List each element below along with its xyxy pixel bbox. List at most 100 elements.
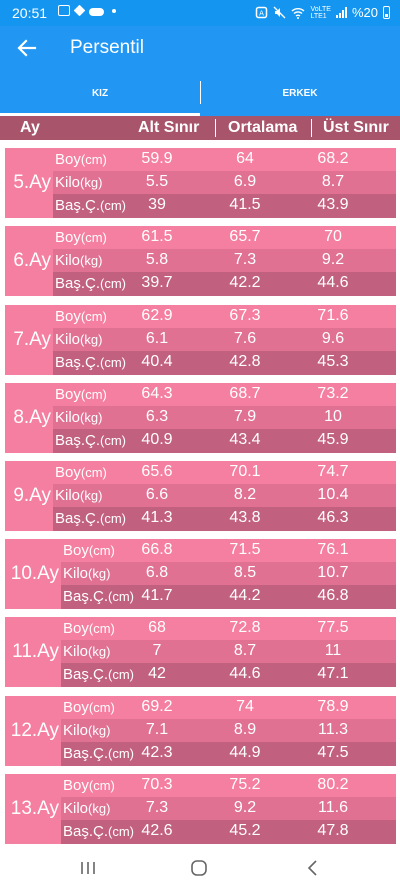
row-label-name: Baş.Ç.: [55, 432, 101, 449]
weight-row: Kilo(kg) 6.8 8.5 10.7: [61, 562, 396, 585]
row-label: Kilo(kg): [63, 722, 110, 739]
row-label-name: Boy: [63, 542, 89, 559]
upper-limit-value: 76.1: [317, 541, 349, 558]
row-label-name: Boy: [55, 386, 81, 403]
notification-icons: [58, 4, 116, 17]
average-value: 7.6: [233, 330, 257, 347]
lower-limit-value: 42.6: [141, 822, 173, 839]
row-label-name: Boy: [63, 777, 89, 794]
row-label-unit: (cm): [88, 543, 115, 558]
upper-limit-value: 71.6: [317, 307, 349, 324]
average-value: 6.9: [233, 173, 257, 190]
row-label: Kilo(kg): [55, 487, 102, 504]
average-value: 8.2: [233, 486, 257, 503]
row-label-unit: (cm): [108, 746, 135, 761]
recents-icon: [81, 862, 95, 874]
row-label-unit: (kg): [80, 332, 103, 347]
more-notifications-icon: [112, 8, 116, 13]
back-button[interactable]: [12, 34, 42, 62]
average-value: 42.2: [229, 274, 261, 291]
page-title: Persentil: [70, 37, 144, 58]
upper-limit-value: 11.3: [318, 721, 348, 738]
row-label-name: Kilo: [63, 643, 89, 660]
tab-kiz[interactable]: KIZ: [91, 87, 109, 99]
row-label-name: Kilo: [55, 252, 81, 269]
tab-erkek[interactable]: ERKEK: [282, 87, 318, 99]
system-icons: A VoLTE LTE1 %20: [255, 5, 390, 20]
upper-limit-value: 9.6: [321, 330, 345, 347]
weight-row: Kilo(kg) 5.5 6.9 8.7: [53, 171, 396, 194]
row-label-unit: (kg): [80, 175, 103, 190]
month-card: 6.Ay Boy(cm) 61.5 65.7 70 Kilo(kg) 5.8 7.3 9.2 Ba…: [5, 226, 396, 296]
average-value: 65.7: [229, 228, 261, 245]
row-label-name: Boy: [55, 151, 81, 168]
lower-limit-value: 6.8: [145, 564, 169, 581]
row-label: Baş.Ç.(cm): [55, 275, 126, 292]
month-label: 11.Ay: [5, 617, 61, 687]
row-label: Kilo(kg): [55, 409, 102, 426]
upper-limit-value: 70: [324, 228, 342, 245]
row-label-name: Baş.Ç.: [63, 588, 109, 605]
height-row: Boy(cm) 69.2 74 78.9: [61, 696, 396, 719]
column-separator: [311, 119, 312, 137]
selected-tab-indicator: [0, 113, 200, 116]
row-label-name: Baş.Ç.: [55, 197, 101, 214]
row-label-name: Kilo: [63, 565, 89, 582]
lower-limit-value: 61.5: [141, 228, 173, 245]
row-label-unit: (cm): [88, 778, 115, 793]
upper-limit-value: 47.8: [317, 822, 349, 839]
row-label: Baş.Ç.(cm): [63, 588, 134, 605]
lower-limit-value: 42.3: [141, 744, 173, 761]
nav-back-icon: [307, 860, 317, 876]
row-label: Boy(cm): [55, 308, 107, 325]
row-label-unit: (kg): [88, 801, 111, 816]
row-label-name: Boy: [55, 308, 81, 325]
row-label-unit: (kg): [88, 723, 111, 738]
weight-row: Kilo(kg) 7 8.7 11: [61, 640, 396, 663]
lower-limit-value: 6.6: [145, 486, 169, 503]
row-label-unit: (cm): [100, 276, 127, 291]
lower-limit-value: 41.3: [141, 509, 173, 526]
head-circumference-row: Baş.Ç.(cm) 39 41.5 43.9: [53, 194, 396, 218]
row-label: Kilo(kg): [55, 331, 102, 348]
arrow-left-icon: [17, 39, 37, 57]
row-label: Boy(cm): [55, 151, 107, 168]
column-month: Ay: [20, 119, 40, 136]
row-label-unit: (cm): [88, 621, 115, 636]
month-card: 9.Ay Boy(cm) 65.6 70.1 74.7 Kilo(kg) 6.6 8.2 10.…: [5, 461, 396, 531]
signal-icon: [335, 7, 347, 18]
row-label: Kilo(kg): [63, 565, 110, 582]
row-label: Boy(cm): [55, 229, 107, 246]
upper-limit-value: 9.2: [321, 251, 345, 268]
weight-row: Kilo(kg) 6.3 7.9 10: [53, 406, 396, 429]
lower-limit-value: 6.1: [145, 330, 169, 347]
home-button[interactable]: [179, 855, 219, 881]
average-value: 41.5: [229, 196, 261, 213]
height-row: Boy(cm) 68 72.8 77.5: [61, 617, 396, 640]
row-label: Boy(cm): [63, 699, 115, 716]
row-label-unit: (kg): [88, 644, 111, 659]
lower-limit-value: 62.9: [141, 307, 173, 324]
weight-row: Kilo(kg) 7.1 8.9 11.3: [61, 719, 396, 742]
mute-icon: [274, 6, 286, 19]
row-label: Boy(cm): [55, 464, 107, 481]
lower-limit-value: 59.9: [141, 150, 173, 167]
month-card: 12.Ay Boy(cm) 69.2 74 78.9 Kilo(kg) 7.1 8.9 11.3…: [5, 696, 396, 766]
percentile-list[interactable]: 4.AyBoy(cm)59.96468.2Kilo(kg)5.16.48.1Ba…: [0, 140, 400, 845]
lower-limit-value: 40.4: [141, 353, 173, 370]
row-label: Kilo(kg): [55, 174, 102, 191]
upper-limit-value: 47.5: [317, 744, 349, 761]
height-row: Boy(cm) 61.5 65.7 70: [53, 226, 396, 249]
row-label-name: Boy: [63, 699, 89, 716]
tab-bar: KIZ ERKEK: [0, 70, 400, 116]
month-card: 13.Ay Boy(cm) 70.3 75.2 80.2 Kilo(kg) 7.3 9.2 11…: [5, 774, 396, 844]
recents-button[interactable]: [68, 855, 108, 881]
system-back-button[interactable]: [292, 855, 332, 881]
lower-limit-value: 40.9: [141, 431, 173, 448]
month-label: 13.Ay: [5, 774, 61, 844]
svg-text:A: A: [260, 10, 265, 18]
head-circumference-row: Baş.Ç.(cm) 42 44.6 47.1: [61, 663, 396, 687]
upper-limit-value: 74.7: [317, 463, 349, 480]
average-value: 8.7: [233, 642, 257, 659]
month-label: 8.Ay: [5, 383, 53, 453]
